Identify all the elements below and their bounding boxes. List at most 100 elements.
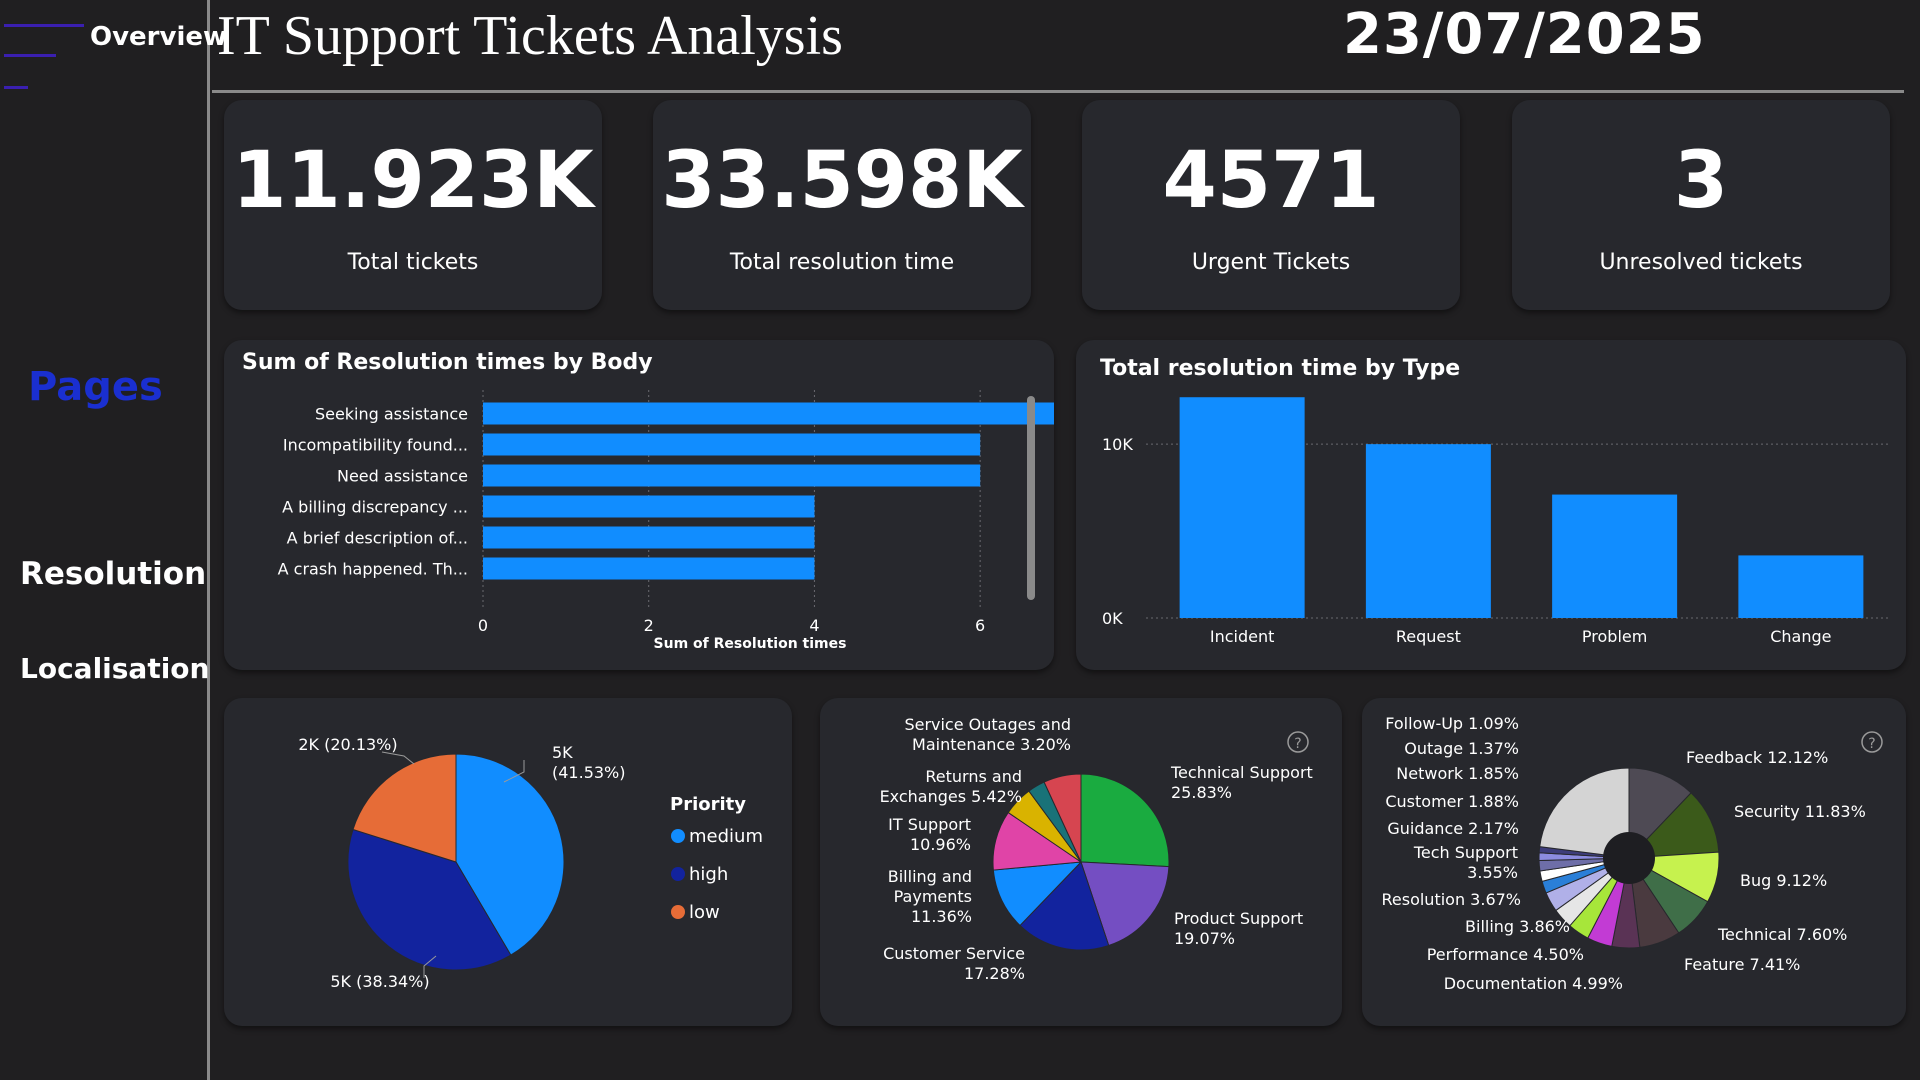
- bar[interactable]: [1552, 494, 1678, 618]
- priority-pie-chart[interactable]: 5K (41.53%) 5K (38.34%) 2K (20.13%) Priority…: [224, 698, 792, 1026]
- chart-card-tags[interactable]: Feedback 12.12% Security 11.83% Bug 9.12% T…: [1362, 698, 1906, 1026]
- kpi-value: 3: [1673, 136, 1729, 226]
- hbar-chart[interactable]: 0 2 4 6 Seeking assistance Incompatibility fo…: [224, 340, 1054, 670]
- vbar-chart[interactable]: 0K 10K Incident Request Problem Change: [1076, 340, 1906, 670]
- kpi-card-total-tickets[interactable]: 11.923K Total tickets: [224, 100, 602, 310]
- pie-slice[interactable]: [1019, 861, 1110, 951]
- data-label: Returns and Exchanges 5.42%: [880, 767, 1022, 806]
- kpi-card-urgent-tickets[interactable]: 4571 Urgent Tickets: [1082, 100, 1460, 310]
- data-label: Follow-Up 1.09%: [1385, 714, 1519, 733]
- chart-card-resolution-by-body[interactable]: Sum of Resolution times by Body 0 2 4 6 Seek…: [224, 340, 1054, 670]
- leader-line: [423, 955, 437, 978]
- leader-line: [381, 751, 415, 765]
- kpi-card-unresolved-tickets[interactable]: 3 Unresolved tickets: [1512, 100, 1890, 310]
- bar[interactable]: [483, 526, 815, 549]
- x-tick-label: Change: [1770, 627, 1831, 646]
- data-label: Customer Service 17.28%: [883, 944, 1025, 983]
- scrollbar[interactable]: [1027, 396, 1035, 600]
- data-label: 5K (38.34%): [330, 972, 429, 991]
- y-tick-label: A crash happened. Th...: [278, 560, 468, 579]
- data-label: Documentation 4.99%: [1444, 974, 1623, 993]
- page-title: IT Support Tickets Analysis: [217, 5, 843, 67]
- y-tick-label: 10K: [1102, 435, 1133, 454]
- pages-heading: Pages: [28, 364, 163, 410]
- x-tick-label: 4: [809, 616, 819, 635]
- data-label: Performance 4.50%: [1427, 945, 1584, 964]
- pie-slice[interactable]: [1628, 767, 1692, 860]
- help-icon[interactable]: [1287, 731, 1309, 753]
- chart-title: Sum of Resolution times by Body: [242, 350, 653, 375]
- bar[interactable]: [483, 464, 981, 487]
- data-label: Resolution 3.67%: [1381, 890, 1521, 909]
- pie-slice[interactable]: [352, 753, 457, 863]
- kpi-value: 11.923K: [232, 136, 594, 226]
- x-tick-label: 6: [975, 616, 985, 635]
- bar[interactable]: [483, 433, 981, 456]
- sidebar: Overview Pages Resolution Localisation: [0, 0, 227, 1080]
- data-label: 2K (20.13%): [298, 735, 397, 754]
- kpi-label: Urgent Tickets: [1191, 250, 1351, 275]
- y-tick-label: Seeking assistance: [315, 405, 468, 424]
- legend-title: Priority: [670, 794, 746, 815]
- data-label: Network 1.85%: [1396, 764, 1519, 783]
- data-label: Technical Support 25.83%: [1170, 763, 1313, 802]
- decor-line: [4, 86, 28, 89]
- pie-center: [1603, 832, 1655, 884]
- legend-label: medium: [689, 826, 763, 847]
- chart-card-resolution-by-type[interactable]: Total resolution time by Type 0K 10K Incid…: [1076, 340, 1906, 670]
- data-label: Service Outages and Maintenance 3.20%: [904, 715, 1071, 754]
- data-label: Customer 1.88%: [1385, 792, 1519, 811]
- data-label: Bug 9.12%: [1740, 871, 1827, 890]
- bar[interactable]: [1179, 397, 1305, 618]
- pie-slice[interactable]: [1539, 767, 1630, 859]
- header-divider: [212, 90, 1904, 93]
- nav-overview[interactable]: Overview: [90, 22, 228, 52]
- nav-localisation[interactable]: Localisation: [20, 652, 210, 685]
- pie-slice[interactable]: [1080, 773, 1170, 868]
- help-icon[interactable]: [1861, 731, 1883, 753]
- kpi-label: Total tickets: [347, 250, 479, 275]
- pie-slice[interactable]: [347, 828, 512, 971]
- x-tick-label: Request: [1396, 627, 1461, 646]
- leader-line: [503, 760, 525, 783]
- kpi-label: Total resolution time: [729, 250, 955, 275]
- kpi-label: Unresolved tickets: [1599, 250, 1803, 275]
- bar[interactable]: [483, 557, 815, 580]
- queue-pie-chart[interactable]: Technical Support 25.83% Product Support 19…: [820, 698, 1342, 1026]
- y-tick-label: A billing discrepancy ...: [282, 498, 468, 517]
- data-label: Feedback 12.12%: [1686, 748, 1828, 767]
- y-tick-label: A brief description of...: [287, 529, 468, 548]
- data-label: Product Support 19.07%: [1174, 909, 1303, 948]
- x-tick-label: Incident: [1210, 627, 1275, 646]
- chart-card-queue[interactable]: Technical Support 25.83% Product Support 19…: [820, 698, 1342, 1026]
- bar[interactable]: [483, 402, 1054, 425]
- x-tick-label: 2: [644, 616, 654, 635]
- pie-slice[interactable]: [1043, 773, 1082, 863]
- legend-marker: [671, 905, 685, 919]
- report-date: 23/07/2025: [1343, 2, 1706, 67]
- x-tick-label: Problem: [1582, 627, 1647, 646]
- pie-slice[interactable]: [1080, 861, 1170, 947]
- legend-label: low: [689, 902, 720, 923]
- x-axis-title: Sum of Resolution times: [654, 636, 847, 652]
- bar[interactable]: [1738, 555, 1864, 618]
- x-tick-label: 0: [478, 616, 488, 635]
- pie-slice[interactable]: [1627, 792, 1720, 859]
- kpi-card-total-resolution-time[interactable]: 33.598K Total resolution time: [653, 100, 1031, 310]
- y-tick-label: Need assistance: [337, 467, 468, 486]
- legend-label: high: [689, 864, 728, 885]
- pie-slice[interactable]: [992, 861, 1083, 927]
- pie-slice[interactable]: [455, 753, 565, 956]
- data-label: Billing 3.86%: [1465, 917, 1570, 936]
- bar[interactable]: [1365, 444, 1491, 618]
- kpi-value: 4571: [1162, 136, 1380, 226]
- chart-card-priority[interactable]: 5K (41.53%) 5K (38.34%) 2K (20.13%) Priority…: [224, 698, 792, 1026]
- data-label: Security 11.83%: [1734, 802, 1866, 821]
- nav-resolution[interactable]: Resolution: [20, 556, 207, 592]
- chart-title: Total resolution time by Type: [1100, 356, 1461, 381]
- kpi-value: 33.598K: [661, 136, 1023, 226]
- help-icon-glyph: ?: [1868, 736, 1875, 752]
- data-label: Outage 1.37%: [1404, 739, 1519, 758]
- tags-pie-chart[interactable]: Feedback 12.12% Security 11.83% Bug 9.12% T…: [1362, 698, 1906, 1026]
- bar[interactable]: [483, 495, 815, 518]
